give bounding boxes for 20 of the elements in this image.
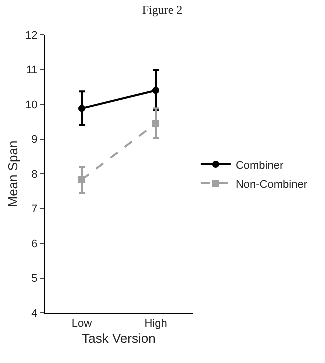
y-axis-title: Mean Span xyxy=(6,140,20,208)
y-tick-label: 8 xyxy=(32,168,38,181)
y-tick-label: 11 xyxy=(26,64,38,77)
y-tick-label: 6 xyxy=(32,238,38,250)
x-tick-label: High xyxy=(144,318,168,330)
legend-label: Combiner xyxy=(236,160,284,172)
point xyxy=(78,105,86,112)
legend-label: Non-Combiner xyxy=(236,178,308,191)
point xyxy=(152,120,160,128)
x-tick-label: Low xyxy=(72,318,92,330)
chart-title: Figure 2 xyxy=(142,2,183,17)
point xyxy=(78,176,86,184)
y-tick-label: 9 xyxy=(32,134,38,146)
y-tick-label: 5 xyxy=(32,273,38,286)
y-tick-label: 12 xyxy=(26,30,38,42)
y-tick-label: 10 xyxy=(26,99,38,112)
point xyxy=(152,87,160,94)
y-tick-label: 7 xyxy=(32,204,38,216)
x-axis-title: Task Version xyxy=(82,330,156,346)
y-tick-label: 4 xyxy=(32,308,38,320)
